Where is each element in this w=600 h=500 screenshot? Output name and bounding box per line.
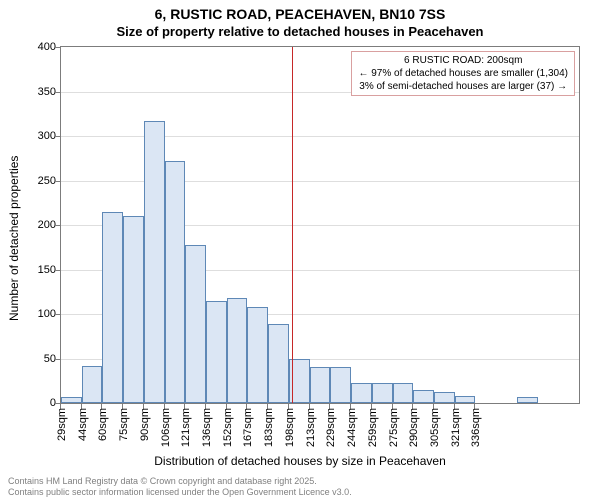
histogram-bar bbox=[185, 245, 206, 403]
x-tick-label: 90sqm bbox=[139, 408, 151, 441]
histogram-bar bbox=[372, 383, 393, 403]
histogram-bar bbox=[434, 392, 455, 403]
histogram-bar bbox=[61, 397, 82, 403]
x-tick-label: 275sqm bbox=[388, 408, 400, 447]
histogram-bar bbox=[82, 366, 103, 403]
x-tick-label: 167sqm bbox=[242, 408, 254, 447]
x-tick-label: 44sqm bbox=[77, 408, 89, 441]
chart-title-sub: Size of property relative to detached ho… bbox=[0, 24, 600, 39]
reference-annotation: 6 RUSTIC ROAD: 200sqm← 97% of detached h… bbox=[351, 51, 575, 96]
x-tick-label: 321sqm bbox=[450, 408, 462, 447]
histogram-bar bbox=[144, 121, 165, 403]
y-tick-label: 300 bbox=[6, 130, 56, 142]
histogram-bar bbox=[413, 390, 434, 403]
histogram-bar bbox=[268, 324, 289, 403]
reference-line bbox=[292, 47, 293, 403]
y-tick-label: 400 bbox=[6, 41, 56, 53]
x-tick-label: 244sqm bbox=[346, 408, 358, 447]
x-tick-label: 213sqm bbox=[305, 408, 317, 447]
histogram-bar bbox=[310, 367, 331, 403]
ref-line-2: ← 97% of detached houses are smaller (1,… bbox=[358, 67, 568, 80]
attribution: Contains HM Land Registry data © Crown c… bbox=[8, 476, 352, 498]
histogram-bar bbox=[455, 396, 476, 403]
property-size-histogram: 6, RUSTIC ROAD, PEACEHAVEN, BN10 7SS Siz… bbox=[0, 0, 600, 500]
x-tick-label: 336sqm bbox=[470, 408, 482, 447]
plot-area: 6 RUSTIC ROAD: 200sqm← 97% of detached h… bbox=[60, 46, 580, 404]
x-axis-label: Distribution of detached houses by size … bbox=[0, 454, 600, 468]
x-tick-label: 259sqm bbox=[367, 408, 379, 447]
y-tick-label: 350 bbox=[6, 86, 56, 98]
histogram-bar bbox=[330, 367, 351, 403]
x-tick-label: 290sqm bbox=[408, 408, 420, 447]
x-tick-label: 136sqm bbox=[201, 408, 213, 447]
histogram-bar bbox=[393, 383, 414, 403]
histogram-bar bbox=[247, 307, 268, 403]
histogram-bar bbox=[102, 212, 123, 403]
x-ticks: 29sqm44sqm60sqm75sqm90sqm106sqm121sqm136… bbox=[60, 404, 580, 454]
x-tick-label: 198sqm bbox=[284, 408, 296, 447]
x-tick-label: 183sqm bbox=[263, 408, 275, 447]
x-tick-label: 305sqm bbox=[429, 408, 441, 447]
y-tick-label: 200 bbox=[6, 219, 56, 231]
x-tick-label: 152sqm bbox=[222, 408, 234, 447]
x-tick-label: 121sqm bbox=[180, 408, 192, 447]
x-tick-label: 29sqm bbox=[56, 408, 68, 441]
y-tick-label: 250 bbox=[6, 175, 56, 187]
x-tick-label: 60sqm bbox=[97, 408, 109, 441]
x-tick-label: 106sqm bbox=[160, 408, 172, 447]
histogram-bar bbox=[206, 301, 227, 403]
y-tick-label: 0 bbox=[6, 397, 56, 409]
histogram-bar bbox=[351, 383, 372, 403]
attribution-line-2: Contains public sector information licen… bbox=[8, 487, 352, 498]
chart-title-main: 6, RUSTIC ROAD, PEACEHAVEN, BN10 7SS bbox=[0, 6, 600, 22]
attribution-line-1: Contains HM Land Registry data © Crown c… bbox=[8, 476, 352, 487]
ref-line-3: 3% of semi-detached houses are larger (3… bbox=[358, 80, 568, 93]
histogram-bar bbox=[165, 161, 186, 403]
x-tick-label: 75sqm bbox=[118, 408, 130, 441]
y-tick-label: 50 bbox=[6, 353, 56, 365]
histogram-bar bbox=[123, 216, 144, 403]
histogram-bar bbox=[517, 397, 538, 403]
ref-line-1: 6 RUSTIC ROAD: 200sqm bbox=[358, 54, 568, 67]
y-tick-label: 100 bbox=[6, 308, 56, 320]
x-tick-label: 229sqm bbox=[325, 408, 337, 447]
y-tick-label: 150 bbox=[6, 264, 56, 276]
histogram-bar bbox=[227, 298, 248, 403]
